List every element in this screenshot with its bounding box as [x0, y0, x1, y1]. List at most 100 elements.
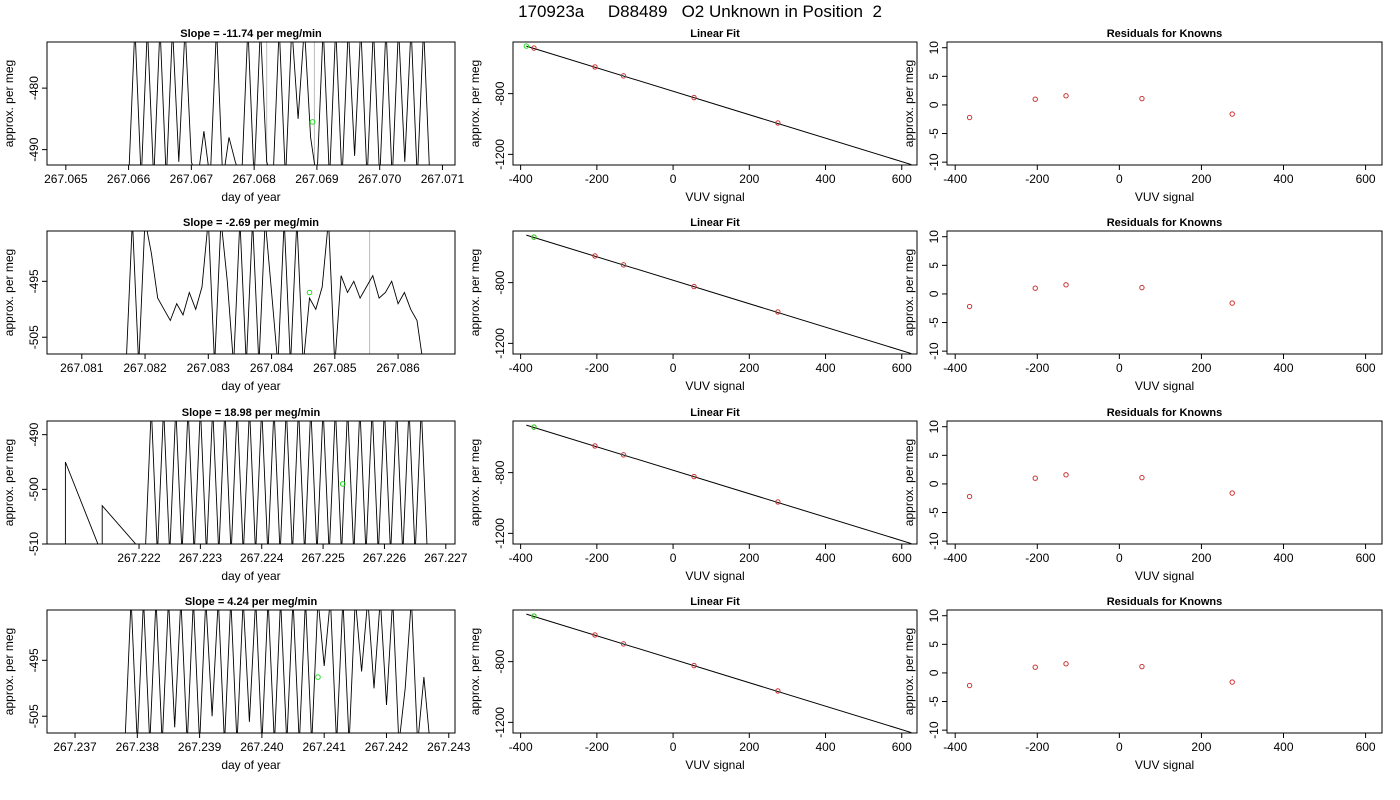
x-tick-label: 267.238: [116, 740, 160, 754]
x-tick-label: 400: [816, 551, 836, 565]
x-tick-label: 267.067: [170, 172, 214, 186]
y-axis-label: approx. per meg: [902, 439, 916, 526]
plot-area: [526, 613, 912, 733]
x-tick-label: 200: [1191, 172, 1211, 186]
y-tick-label: -1200: [493, 139, 507, 170]
panel-1-3: Residuals for Knowns VUV signal approx. pe…: [902, 28, 1383, 204]
x-tick-label: 0: [1116, 172, 1123, 186]
plot-area: [126, 231, 423, 354]
x-axis-label: day of year: [221, 569, 280, 583]
y-tick-label: -495: [27, 648, 41, 672]
x-axis-label: VUV signal: [685, 190, 744, 204]
panel-title: Slope = -11.74 per meg/min: [180, 28, 322, 40]
x-tick-label: 0: [1116, 551, 1123, 565]
known-point: [592, 64, 598, 70]
known-point: [620, 262, 627, 268]
y-tick-label: -1200: [493, 518, 507, 549]
data-series-line: [126, 231, 423, 354]
known-point: [775, 120, 781, 126]
unknown-point: [531, 613, 537, 619]
x-tick-label: 267.243: [427, 740, 471, 754]
y-axis-label: approx. per meg: [468, 60, 482, 147]
x-tick-label: 267.068: [232, 172, 276, 186]
unknown-marker: [315, 674, 321, 680]
x-tick-label: 200: [1191, 740, 1211, 754]
x-tick-label: 267.065: [44, 172, 88, 186]
plot-area: [64, 421, 428, 544]
y-axis-label: approx. per meg: [2, 628, 16, 715]
x-tick-label: 267.237: [53, 740, 97, 754]
x-tick-label: -400: [943, 361, 967, 375]
y-tick-label: -800: [493, 460, 507, 484]
y-tick-label: -5: [927, 696, 941, 707]
data-series-line: [128, 42, 430, 165]
known-point: [1139, 663, 1145, 670]
y-tick-label: -505: [27, 704, 41, 728]
panel-title: Residuals for Knowns: [1107, 217, 1223, 229]
panel-3-3: Residuals for Knowns VUV signal approx. pe…: [902, 407, 1383, 583]
y-tick-label: 5: [927, 641, 941, 648]
x-tick-label: -200: [585, 551, 609, 565]
known-point: [1063, 93, 1069, 99]
x-axis-label: VUV signal: [1135, 569, 1194, 583]
y-tick-label: 0: [927, 669, 941, 676]
panel-4-3: Residuals for Knowns VUV signal approx. pe…: [902, 596, 1383, 772]
x-tick-label: -200: [585, 740, 609, 754]
known-point: [620, 641, 627, 647]
x-tick-label: -200: [1025, 740, 1049, 754]
x-tick-label: -400: [509, 551, 533, 565]
x-tick-label: 400: [1273, 551, 1293, 565]
x-tick-label: 267.082: [123, 361, 167, 375]
x-tick-label: 0: [1116, 361, 1123, 375]
x-tick-label: 267.241: [302, 740, 346, 754]
y-axis-label: approx. per meg: [468, 628, 482, 715]
plot-frame: [512, 230, 918, 355]
x-tick-label: 267.240: [240, 740, 284, 754]
x-tick-label: 267.066: [107, 172, 151, 186]
panel-title: Residuals for Knowns: [1107, 596, 1223, 608]
x-tick-label: 267.226: [363, 551, 407, 565]
panel-title: Slope = -2.69 per meg/min: [183, 217, 319, 229]
known-point: [775, 499, 781, 505]
y-tick-label: -495: [27, 269, 41, 293]
known-point: [620, 73, 627, 79]
known-point: [592, 443, 598, 449]
plot-area: [128, 42, 430, 165]
y-tick-label: -480: [27, 76, 41, 100]
panel-title: Slope = 18.98 per meg/min: [182, 407, 321, 419]
known-point: [775, 688, 781, 694]
panel-title: Linear Fit: [690, 596, 740, 608]
x-tick-label: 267.071: [421, 172, 465, 186]
y-axis-label: approx. per meg: [902, 249, 916, 336]
panel-2-3: Residuals for Knowns VUV signal approx. pe…: [902, 217, 1383, 393]
y-tick-label: 5: [927, 262, 941, 269]
y-axis-label: approx. per meg: [2, 439, 16, 526]
known-point: [1063, 472, 1069, 478]
x-tick-label: 200: [739, 172, 759, 186]
known-point: [1139, 95, 1145, 102]
x-tick-label: 267.081: [60, 361, 104, 375]
y-axis-label: approx. per meg: [2, 249, 16, 336]
unknown-marker: [309, 119, 316, 125]
plot-frame: [46, 420, 456, 545]
unknown-point: [523, 43, 530, 49]
panel-4-1: Slope = 4.24 per meg/min day of year appro…: [2, 596, 471, 772]
y-axis-label: approx. per meg: [468, 249, 482, 336]
x-tick-label: -200: [585, 172, 609, 186]
known-point: [691, 94, 697, 101]
x-tick-label: -400: [509, 172, 533, 186]
known-point: [620, 452, 627, 458]
x-tick-label: 267.070: [358, 172, 402, 186]
panel-title: Slope = 4.24 per meg/min: [185, 596, 318, 608]
x-tick-label: 267.242: [365, 740, 409, 754]
y-tick-label: -490: [27, 137, 41, 161]
fit-line: [526, 45, 912, 165]
x-tick-label: 400: [816, 361, 836, 375]
plot-frame: [946, 609, 1383, 734]
known-point: [966, 303, 973, 310]
y-tick-label: -490: [27, 422, 41, 446]
panel-3-1: Slope = 18.98 per meg/min day of year appr…: [2, 407, 468, 583]
x-tick-label: 0: [670, 172, 677, 186]
x-axis-label: day of year: [221, 379, 280, 393]
